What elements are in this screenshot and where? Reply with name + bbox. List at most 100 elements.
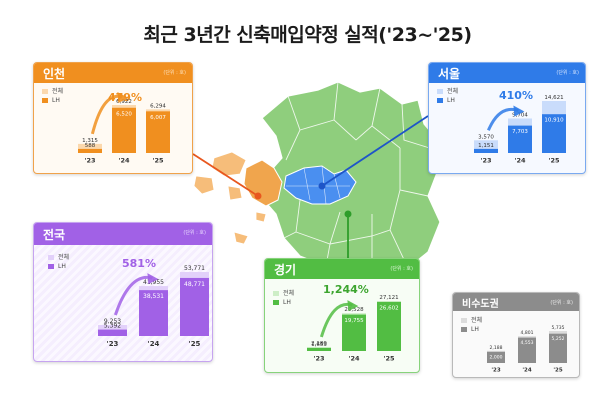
incheon-pointer-dot (254, 192, 262, 200)
data-label-lh: 1,653 (311, 342, 327, 348)
bar-lh (98, 329, 127, 336)
gyeonggi-header: 경기 (단위 : 호) (265, 259, 419, 279)
bar-lh (549, 333, 567, 363)
x-tick-label: '24 (348, 355, 360, 363)
incheon-title: 인천 (43, 66, 66, 81)
data-label-lh: 588 (85, 143, 96, 149)
data-label-lh: 6,520 (116, 111, 132, 117)
seoul-chart: 3,570 1,151 '23 9,704 7,703 '24 14,621 10,910 '2… (474, 95, 566, 165)
bar-lh (342, 314, 366, 351)
seoul-pointer-dot (318, 182, 326, 190)
incheon-unit: (단위 : 호) (163, 70, 186, 76)
legend-total-swatch (437, 89, 443, 94)
nonmetro-legend: 전체 LH (461, 316, 482, 334)
incheon-legend: 전체 LH (42, 87, 63, 105)
incheon-header: 인천 (단위 : 호) (34, 63, 192, 83)
data-label-lh: 26,602 (379, 305, 398, 311)
seoul-connector (321, 115, 429, 187)
national-header: 전국 (단위 : 호) (34, 223, 212, 245)
data-label-total: 27,121 (379, 295, 398, 301)
national-unit: (단위 : 호) (183, 230, 206, 236)
national-legend: 전체 LH (48, 253, 69, 271)
x-tick-label: '23 (313, 355, 324, 363)
legend-lh-swatch (461, 327, 467, 332)
data-label-total: 2,180 (311, 341, 327, 347)
seoul-title: 서울 (438, 66, 461, 81)
gyeonggi-panel: 경기 (단위 : 호) 전체 LH 1,244% 2,180 1,653 '23 20… (264, 258, 420, 373)
incheon-connector (192, 153, 259, 197)
legend-lh-label: LH (447, 97, 455, 104)
bar-lh (78, 148, 102, 153)
data-label-lh: 10,910 (544, 118, 564, 124)
legend-total-swatch (48, 255, 54, 260)
seoul-legend: 전체 LH (437, 87, 458, 105)
data-label-total: 1,315 (82, 138, 98, 144)
data-label-total: 53,771 (184, 265, 205, 272)
nonmetro-title: 비수도권 (462, 298, 499, 310)
bar-lh (139, 290, 168, 336)
incheon-island-shape (233, 231, 249, 245)
legend-lh-label: LH (58, 263, 66, 270)
data-label-total: 14,621 (544, 95, 563, 101)
bar-lh (508, 125, 532, 153)
x-tick-label: '23 (107, 340, 119, 348)
x-tick-label: '25 (548, 157, 560, 165)
legend-lh-swatch (273, 300, 279, 305)
legend-total-label: 전체 (283, 290, 295, 297)
x-tick-label: '23 (84, 157, 95, 165)
bar-total (78, 143, 102, 153)
data-label-total: 9,704 (512, 112, 528, 118)
bar-lh (518, 337, 536, 363)
legend-lh-swatch (437, 98, 443, 103)
incheon-island-shape (211, 151, 247, 177)
bar-lh (487, 351, 505, 363)
data-label-lh: 5,252 (552, 336, 565, 342)
data-label-lh: 1,151 (478, 143, 494, 149)
gyeonggi-pointer-dot (344, 210, 352, 218)
x-tick-label: '24 (118, 157, 130, 165)
seoul-panel: 서울 (단위 : 호) 전체 LH 410% 3,570 1,151 '23 9,70… (428, 62, 586, 174)
bar-lh (474, 148, 498, 153)
x-tick-label: '25 (189, 340, 201, 348)
national-title: 전국 (43, 227, 66, 242)
data-label-lh: 19,755 (344, 318, 364, 324)
seoul-unit: (단위 : 호) (556, 70, 579, 76)
data-label-lh: 48,771 (184, 281, 205, 288)
bar-lh (542, 114, 566, 153)
nonmetro-panel: 비수도권 (단위 : 호) 전체 LH 2,188 2,000 '23 4,801 4,… (452, 292, 580, 378)
legend-total-swatch (273, 291, 279, 296)
growth-arrow-head (513, 105, 525, 117)
data-label-total: 20,528 (344, 307, 364, 313)
legend-total-swatch (42, 89, 48, 94)
x-tick-label: '24 (514, 157, 526, 165)
bar-lh (307, 347, 331, 351)
data-label-total: 6,294 (150, 103, 166, 109)
bar-lh (146, 111, 170, 153)
bar-lh (377, 301, 401, 351)
seoul-header: 서울 (단위 : 호) (429, 63, 585, 83)
x-tick-label: '24 (148, 340, 160, 348)
x-tick-label: '25 (383, 355, 395, 363)
incheon-island-shape (227, 185, 243, 201)
bar-lh (180, 277, 209, 336)
growth-arrow-head (117, 92, 129, 103)
data-label-total: 6,922 (116, 99, 132, 105)
national-growth-rate: 581% (122, 257, 156, 270)
data-label-total: 5,735 (552, 325, 565, 331)
growth-arrow-head (147, 273, 159, 285)
legend-total-label: 전체 (52, 88, 64, 95)
legend-total-label: 전체 (58, 254, 70, 261)
page-title: 최근 3년간 신축매입약정 실적('23~'25) (143, 24, 472, 46)
data-label-lh: 7,703 (512, 129, 528, 135)
data-label-total: 4,801 (521, 330, 534, 336)
bar-lh (112, 107, 136, 153)
data-label-total: 41,955 (143, 279, 164, 286)
nonmetro-header: 비수도권 (단위 : 호) (453, 293, 579, 311)
data-label-lh: 6,007 (150, 115, 166, 121)
nonmetro-chart: 2,188 2,000 '23 4,801 4,553 '24 5,735 5,252 '25 (487, 325, 567, 374)
incheon-island-shape (255, 211, 267, 223)
x-tick-label: '24 (522, 368, 532, 374)
